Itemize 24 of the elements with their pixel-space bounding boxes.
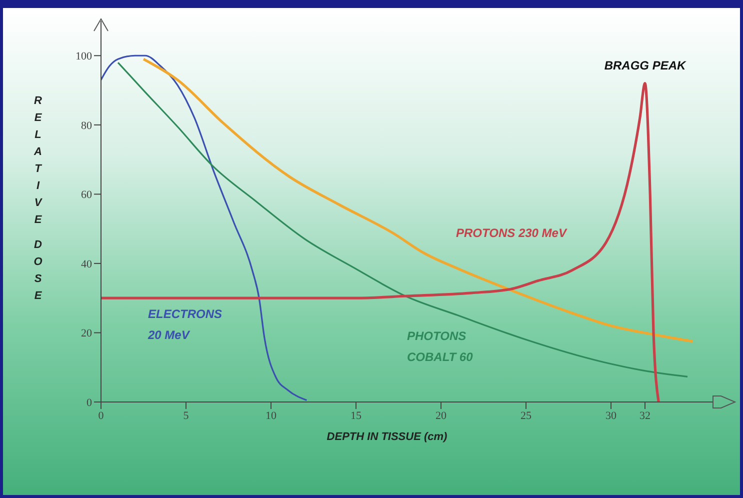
y-tick-label: 60 [81,189,92,202]
x-tick-label: 10 [266,410,277,422]
x-tick-label: 25 [520,410,532,422]
x-tick-label: 5 [183,410,190,422]
x-tick-label: 30 [606,410,617,422]
series-label: PHOTONS COBALT 60 [407,329,474,364]
y-tick-label: 0 [86,396,92,409]
line-series [142,58,694,343]
y-tick-label: 80 [81,120,92,132]
x-axis-title: DEPTH IN TISSUE (cm) [326,431,448,443]
y-tick-label: 100 [76,50,92,63]
y-tick-label: 40 [81,258,92,270]
line-series [101,82,660,402]
text: RELATIVE DOSE [34,95,42,302]
line-series [101,54,308,402]
text: PROTONS 230 MeV [456,226,568,240]
line-series [117,62,688,378]
x-tick-label: 0 [98,410,104,422]
x-tick-label: 32 [640,410,650,422]
text: ELECTRONS 20 MeV [147,307,222,342]
x-tick-label: 15 [350,410,362,422]
annotation: BRAGG PEAK [604,58,687,72]
y-tick-label: 20 [81,328,92,340]
x-tick-label: 20 [436,410,447,422]
